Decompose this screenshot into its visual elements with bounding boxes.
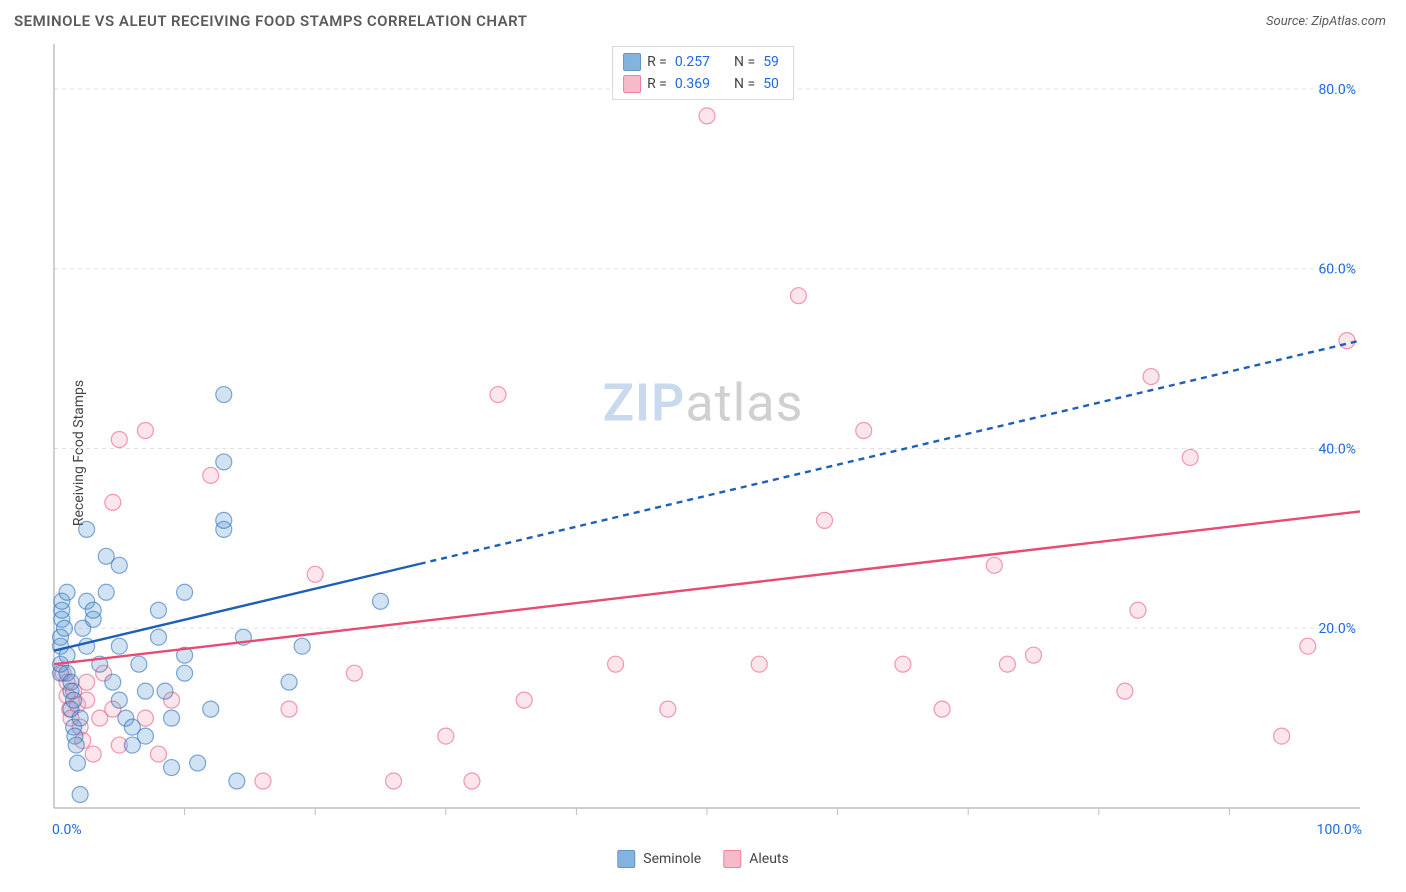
n-value: 50 [763, 76, 779, 92]
n-value: 59 [763, 54, 779, 70]
svg-text:20.0%: 20.0% [1318, 621, 1356, 637]
r-value: 0.369 [675, 76, 710, 92]
legend-row-aleuts: R = 0.369 N = 50 [619, 73, 787, 95]
swatch-seminole-icon [617, 850, 635, 868]
r-label: R = [647, 54, 667, 70]
scatter-chart: 20.0% 40.0% 60.0% 80.0% 0.0% 100.0% [40, 38, 1390, 868]
legend-item-seminole: Seminole [617, 850, 701, 868]
legend-item-aleuts: Aleuts [723, 850, 788, 868]
r-value: 0.257 [675, 54, 710, 70]
svg-text:100.0%: 100.0% [1317, 822, 1362, 838]
svg-text:60.0%: 60.0% [1318, 262, 1356, 278]
svg-text:80.0%: 80.0% [1318, 82, 1356, 98]
svg-text:40.0%: 40.0% [1318, 441, 1356, 457]
source-label: Source: ZipAtlas.com [1266, 14, 1386, 29]
swatch-seminole-icon [623, 53, 641, 71]
n-label: N = [734, 54, 755, 70]
r-label: R = [647, 76, 667, 92]
swatch-aleuts-icon [723, 850, 741, 868]
legend-label: Seminole [643, 851, 701, 867]
legend-row-seminole: R = 0.257 N = 59 [619, 51, 787, 73]
chart-container: Receiving Food Stamps 20.0%40.0%60.0%80.… [0, 38, 1406, 868]
n-label: N = [734, 76, 755, 92]
series-legend: Seminole Aleuts [617, 850, 788, 868]
legend-label: Aleuts [749, 851, 788, 867]
correlation-legend: R = 0.257 N = 59 R = 0.369 N = 50 [612, 46, 794, 100]
svg-text:0.0%: 0.0% [52, 822, 82, 838]
swatch-aleuts-icon [623, 75, 641, 93]
page-title: SEMINOLE VS ALEUT RECEIVING FOOD STAMPS … [14, 12, 527, 30]
